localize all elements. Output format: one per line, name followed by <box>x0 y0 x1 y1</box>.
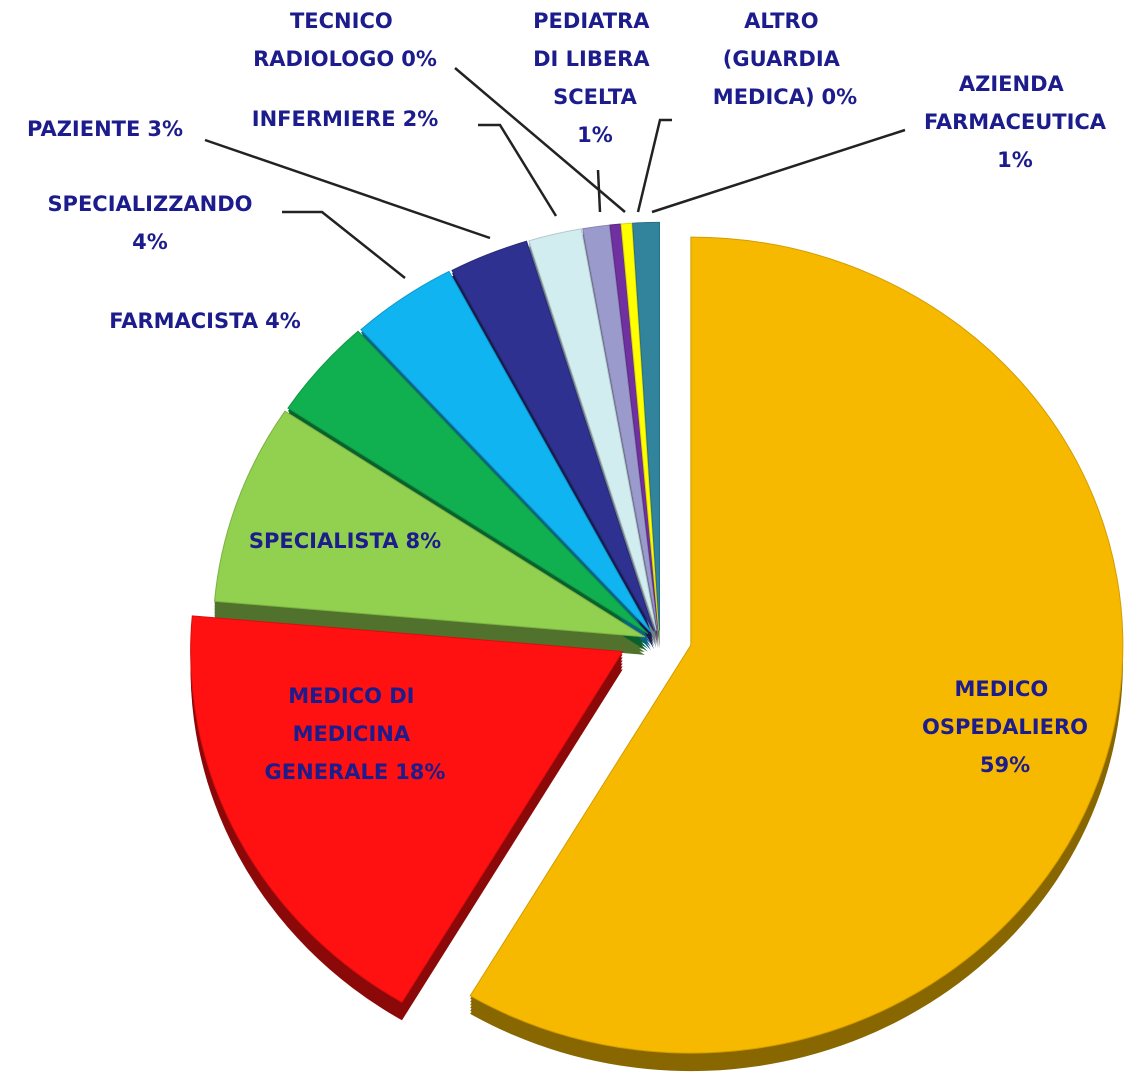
value-label: 1% <box>997 148 1033 172</box>
leader-line <box>636 118 672 213</box>
slice-label: PAZIENTE <box>27 117 140 141</box>
slice-label: MEDICO DI MEDICINA GENERALE <box>265 684 422 784</box>
label-line: SPECIALIZZANDO <box>47 192 252 216</box>
slice-label: ALTRO (GUARDIA MEDICA) <box>713 9 847 109</box>
label-line: RADIOLOGO <box>253 47 394 71</box>
slices <box>190 221 1124 1054</box>
leader-line <box>478 123 558 217</box>
leader-line <box>651 128 906 214</box>
slice <box>620 222 660 631</box>
slice-label: AZIENDA FARMACEUTICA <box>924 72 1107 134</box>
slice-label: INFERMIERE <box>252 107 396 131</box>
slice <box>360 270 652 633</box>
value-label: 4% <box>132 230 168 254</box>
label-line: MEDICINA <box>293 722 418 746</box>
value-label: 2% <box>403 107 439 131</box>
slice <box>469 236 1124 1054</box>
value-label: 4% <box>265 309 301 333</box>
slice <box>451 240 655 632</box>
label-line: MEDICO DI <box>288 684 422 708</box>
slice-label: PEDIATRA DI LIBERA SCELTA <box>533 9 657 109</box>
value-label: 3% <box>147 117 183 141</box>
value-label: 0% <box>401 47 437 71</box>
slice <box>190 615 624 1003</box>
label-line: FARMACEUTICA <box>924 110 1107 134</box>
value-label: 1% <box>577 123 613 147</box>
label-line: OSPEDALIERO <box>922 715 1088 739</box>
slice <box>287 330 649 635</box>
label-line: SCELTA <box>553 85 637 109</box>
value-label: 0% <box>822 85 858 109</box>
label-line: DI LIBERA <box>533 47 657 71</box>
leader-line <box>454 67 626 213</box>
label-line: INFERMIERE <box>252 107 396 131</box>
slice <box>213 410 646 638</box>
label-line: MEDICA) <box>713 85 815 109</box>
slice-label: SPECIALISTA <box>249 529 399 553</box>
label-line: FARMACISTA <box>109 309 259 333</box>
leader-lines <box>204 67 906 279</box>
label-line: TECNICO <box>290 9 400 33</box>
label-line: (GUARDIA <box>723 47 847 71</box>
label-line: SPECIALISTA <box>249 529 399 553</box>
label-line: AZIENDA <box>959 72 1071 96</box>
slice-label: TECNICO RADIOLOGO <box>253 9 400 71</box>
value-label: 18% <box>395 760 445 784</box>
slice-side <box>582 231 658 637</box>
label-line: ALTRO <box>744 9 826 33</box>
value-label: 59% <box>980 753 1030 777</box>
slice-label: SPECIALIZZANDO <box>47 192 252 216</box>
value-label: 8% <box>405 529 441 553</box>
slice-label: FARMACISTA <box>109 309 259 333</box>
slice-label: MEDICO OSPEDALIERO <box>922 677 1088 739</box>
leader-line <box>204 138 491 240</box>
label-line: MEDICO <box>954 677 1055 701</box>
slice <box>528 228 657 631</box>
leader-line <box>282 210 406 279</box>
slice <box>632 221 661 631</box>
label-line: GENERALE <box>265 760 389 784</box>
leader-line <box>596 169 602 213</box>
label-line: PAZIENTE <box>27 117 140 141</box>
label-line: PEDIATRA <box>533 9 657 33</box>
slice <box>582 224 659 631</box>
